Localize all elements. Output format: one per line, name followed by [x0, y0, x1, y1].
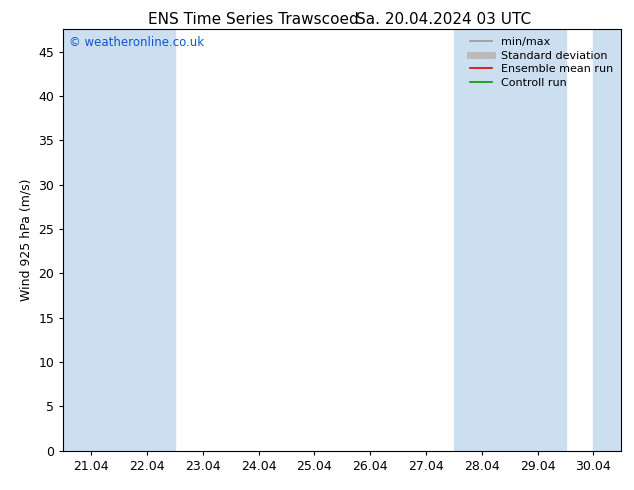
Bar: [454, 29, 510, 451]
Text: Sa. 20.04.2024 03 UTC: Sa. 20.04.2024 03 UTC: [356, 12, 531, 27]
Bar: [593, 29, 621, 451]
Legend: min/max, Standard deviation, Ensemble mean run, Controll run: min/max, Standard deviation, Ensemble me…: [466, 33, 618, 92]
Y-axis label: Wind 925 hPa (m/s): Wind 925 hPa (m/s): [20, 179, 33, 301]
Bar: [510, 29, 566, 451]
Bar: [63, 29, 119, 451]
Text: ENS Time Series Trawscoed: ENS Time Series Trawscoed: [148, 12, 359, 27]
Text: © weatheronline.co.uk: © weatheronline.co.uk: [69, 36, 204, 49]
Bar: [119, 29, 175, 451]
